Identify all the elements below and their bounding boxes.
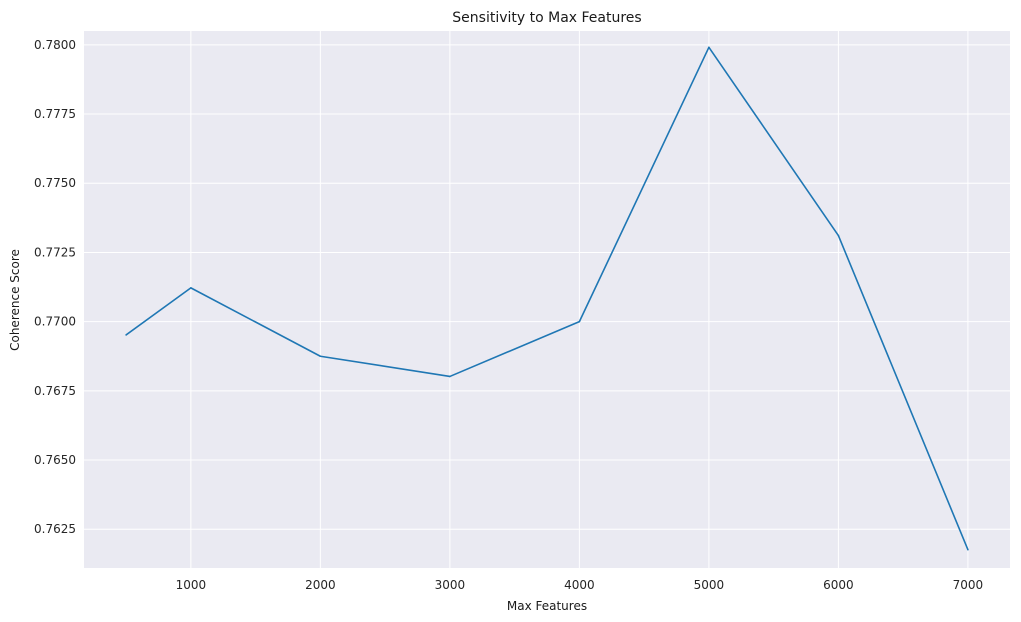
data-point [190, 287, 192, 289]
y-axis-label: Coherence Score [8, 249, 22, 351]
y-tick-label: 0.7750 [34, 176, 76, 190]
data-point [708, 46, 710, 49]
x-tick-label: 2000 [305, 578, 336, 592]
plot-background [84, 31, 1010, 568]
x-tick-label: 6000 [823, 578, 854, 592]
x-tick-label: 7000 [953, 578, 984, 592]
data-point [837, 234, 840, 237]
chart-title: Sensitivity to Max Features [452, 10, 641, 26]
data-point [125, 334, 127, 336]
x-axis-label: Max Features [507, 599, 587, 613]
data-point [319, 355, 322, 358]
x-tick-label: 5000 [694, 578, 725, 592]
x-tick-labels: 1000 2000 3000 4000 5000 6000 7000 [176, 578, 984, 592]
x-tick-label: 3000 [435, 578, 466, 592]
y-tick-label: 0.7775 [34, 107, 76, 121]
y-tick-label: 0.7725 [34, 245, 76, 259]
y-tick-label: 0.7625 [34, 522, 76, 536]
grid-lines [84, 31, 1010, 568]
data-point [578, 320, 581, 323]
x-tick-label: 1000 [176, 578, 207, 592]
series-line [125, 46, 969, 551]
y-tick-label: 0.7675 [34, 384, 76, 398]
data-points [125, 46, 969, 551]
y-tick-labels: 0.7625 0.7650 0.7675 0.7700 0.7725 0.7750 0.77… [34, 38, 76, 536]
y-tick-label: 0.7700 [34, 315, 76, 329]
data-point [449, 375, 451, 378]
data-point [967, 548, 969, 551]
y-tick-label: 0.7650 [34, 453, 76, 467]
x-tick-label: 4000 [564, 578, 595, 592]
y-tick-label: 0.7800 [34, 38, 76, 52]
